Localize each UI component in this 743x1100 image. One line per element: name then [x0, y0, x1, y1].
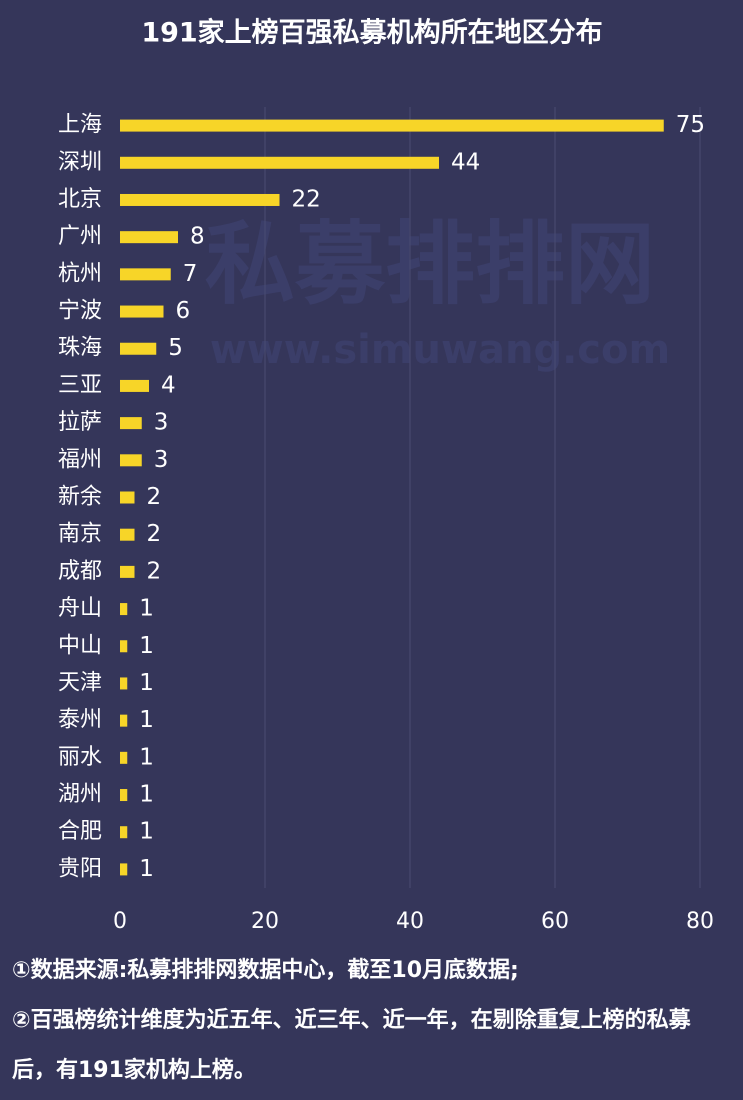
x-tick-label: 0	[113, 909, 127, 934]
value-label: 5	[168, 335, 183, 361]
bar	[120, 789, 128, 802]
y-tick-label: 广州	[58, 224, 102, 249]
value-label: 1	[139, 744, 154, 770]
y-tick-label: 宁波	[58, 299, 102, 324]
bar	[120, 603, 128, 616]
y-tick-label: 泰州	[58, 708, 102, 733]
bar	[120, 751, 128, 764]
bar	[120, 826, 128, 839]
footnote: ①数据来源:私募排排网数据中心，截至10月底数据;	[12, 958, 519, 983]
value-label: 1	[139, 707, 154, 733]
y-tick-label: 贵阳	[58, 856, 102, 881]
bar	[120, 119, 664, 132]
value-label: 3	[154, 410, 169, 436]
chart: 191家上榜百强私募机构所在地区分布 私募排排网 www.simuwang.co…	[58, 17, 714, 935]
value-label: 1	[139, 819, 154, 845]
bar	[120, 714, 128, 727]
watermark: www.simuwang.com	[210, 327, 670, 373]
bar	[120, 193, 280, 206]
bar	[120, 379, 149, 392]
value-label: 1	[139, 856, 154, 882]
value-label: 2	[147, 558, 162, 584]
x-tick-label: 80	[686, 909, 714, 934]
bar	[120, 528, 135, 541]
bar	[120, 863, 128, 876]
value-label: 3	[154, 447, 169, 473]
bar	[120, 268, 171, 281]
value-label: 1	[139, 596, 154, 622]
y-tick-label: 拉萨	[58, 410, 102, 435]
y-tick-label: 舟山	[58, 596, 102, 621]
bar	[120, 491, 135, 504]
value-label: 75	[676, 112, 705, 138]
y-tick-label: 天津	[58, 670, 102, 695]
bar	[120, 565, 135, 578]
y-tick-label: 合肥	[58, 819, 102, 844]
y-tick-label: 北京	[58, 187, 102, 212]
chart-title: 191家上榜百强私募机构所在地区分布	[141, 17, 602, 49]
y-tick-label: 杭州	[58, 261, 102, 286]
y-tick-label: 珠海	[58, 336, 102, 361]
value-label: 7	[183, 261, 198, 287]
value-label: 1	[139, 782, 154, 808]
y-tick-label: 湖州	[58, 782, 102, 807]
bar	[120, 417, 142, 430]
x-tick-label: 60	[541, 909, 569, 934]
y-tick-label: 新余	[58, 485, 102, 510]
value-label: 8	[190, 224, 205, 250]
bar	[120, 640, 128, 653]
bar	[120, 454, 142, 467]
value-label: 4	[161, 372, 176, 398]
x-tick-label: 40	[396, 909, 424, 934]
y-tick-label: 丽水	[58, 745, 102, 770]
bar	[120, 342, 157, 355]
bar	[120, 677, 128, 690]
y-tick-label: 三亚	[58, 373, 102, 398]
y-tick-label: 南京	[58, 522, 102, 547]
bar	[120, 305, 164, 318]
value-label: 6	[176, 298, 191, 324]
value-label: 2	[147, 484, 162, 510]
watermark: 私募排排网	[205, 212, 655, 317]
value-label: 44	[451, 149, 480, 175]
value-label: 1	[139, 670, 154, 696]
x-tick-label: 20	[251, 909, 279, 934]
y-tick-label: 上海	[58, 113, 102, 138]
y-tick-label: 成都	[58, 559, 102, 584]
footnote: ②百强榜统计维度为近五年、近三年、近一年，在剔除重复上榜的私募后，有191家机构…	[12, 1008, 691, 1083]
y-tick-label: 深圳	[58, 150, 102, 175]
y-tick-label: 中山	[58, 633, 102, 658]
bar	[120, 156, 439, 169]
value-label: 2	[147, 521, 162, 547]
bar	[120, 231, 178, 244]
y-tick-label: 福州	[58, 447, 102, 472]
value-label: 22	[292, 186, 321, 212]
value-label: 1	[139, 633, 154, 659]
